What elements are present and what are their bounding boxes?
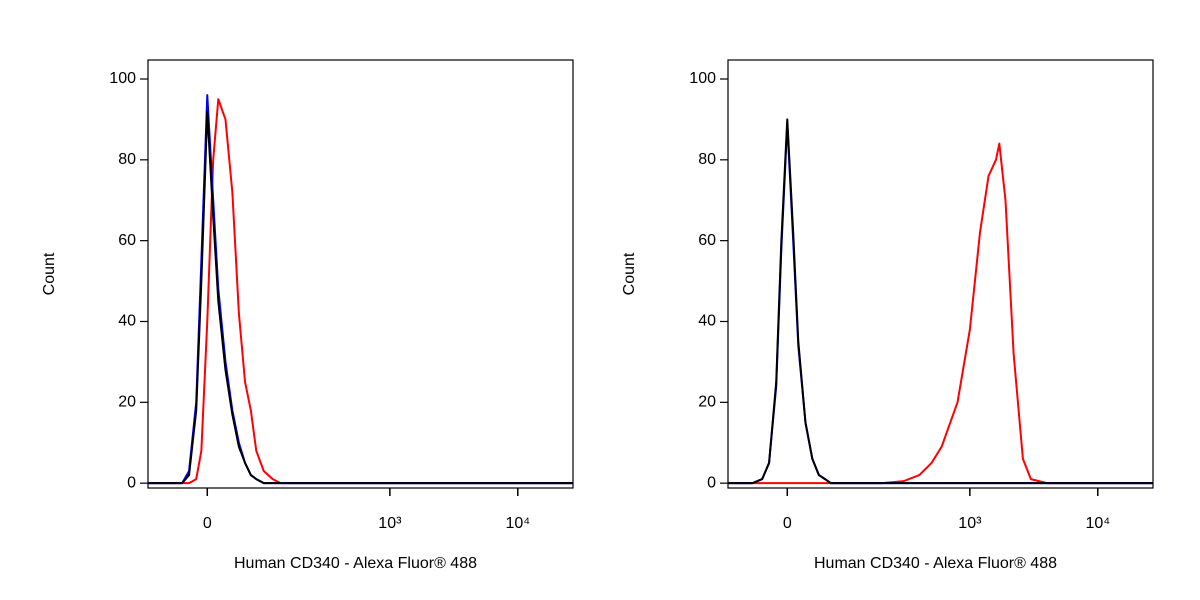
x-tick-label: 0 xyxy=(783,515,792,532)
x-tick-label: 10³ xyxy=(958,515,982,532)
y-tick-label: 0 xyxy=(707,474,716,491)
y-tick-label: 0 xyxy=(127,474,136,491)
y-tick-label: 80 xyxy=(698,151,716,168)
histogram-line xyxy=(728,118,1153,485)
y-axis-label: Count xyxy=(41,252,58,295)
y-tick-label: 60 xyxy=(118,232,136,249)
y-tick-label: 100 xyxy=(689,70,716,87)
y-tick-label: 60 xyxy=(698,232,716,249)
histogram-line xyxy=(148,94,573,485)
y-tick-label: 20 xyxy=(118,394,136,411)
y-axis-label: Count xyxy=(621,252,638,295)
plot-frame xyxy=(727,59,1154,489)
y-tick-label: 100 xyxy=(109,70,136,87)
y-tick-label: 40 xyxy=(118,313,136,330)
y-tick-label: 80 xyxy=(118,151,136,168)
histogram-line xyxy=(728,122,1153,485)
histogram-line xyxy=(148,110,573,485)
x-tick-label: 10³ xyxy=(378,515,402,532)
x-axis-label: Human CD340 - Alexa Fluor® 488 xyxy=(814,555,1057,572)
x-tick-label: 0 xyxy=(203,515,212,532)
y-tick-label: 40 xyxy=(698,313,716,330)
plot-frame xyxy=(147,59,574,489)
y-tick-label: 20 xyxy=(698,394,716,411)
histogram-line xyxy=(148,98,573,485)
x-tick-label: 10⁴ xyxy=(505,515,530,532)
histogram-line xyxy=(728,142,1153,485)
x-tick-label: 10⁴ xyxy=(1085,515,1110,532)
x-axis-label: Human CD340 - Alexa Fluor® 488 xyxy=(234,555,477,572)
